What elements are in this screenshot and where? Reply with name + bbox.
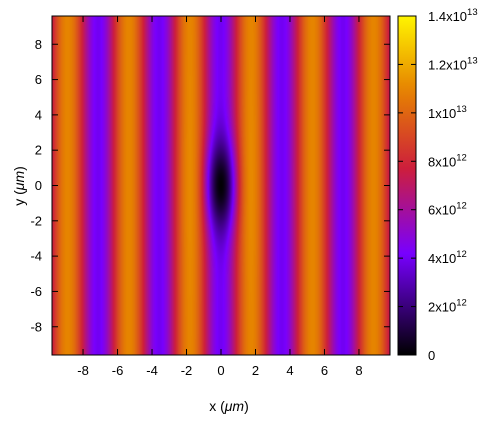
x-axis: -8 -6 -4 -2 0 2 4 6 8	[77, 16, 363, 378]
y-tick-label: -6	[30, 284, 42, 299]
plot-area	[51, 15, 391, 356]
y-tick-label: 0	[35, 178, 42, 193]
colorbar: 0 2x1012 4x1012 6x1012 8x1012 1x1013 1.2x1013 1…	[397, 7, 478, 363]
colorbar-gradient	[397, 15, 417, 356]
colorbar-tick-label: 0	[428, 348, 435, 363]
x-tick-label: -4	[146, 363, 158, 378]
y-tick-label: -2	[30, 213, 42, 228]
colorbar-tick-label: 2x1012	[428, 298, 467, 315]
y-tick-label: 8	[35, 37, 42, 52]
colorbar-tick-label: 1x1013	[428, 104, 467, 121]
colorbar-tick-label: 8x1012	[428, 152, 467, 169]
colorbar-tick-label: 6x1012	[428, 201, 467, 218]
x-axis-label: x (μm)	[209, 398, 249, 414]
colorbar-ticks: 0 2x1012 4x1012 6x1012 8x1012 1x1013 1.2x1013 1…	[398, 7, 478, 363]
colorbar-tick-label: 1.2x1013	[428, 55, 478, 72]
x-tick-label: 6	[321, 363, 328, 378]
x-tick-label: -2	[181, 363, 193, 378]
y-tick-label: 2	[35, 143, 42, 158]
x-tick-label: 4	[286, 363, 293, 378]
y-tick-label: -8	[30, 319, 42, 334]
colorbar-tick-label: 1.4x1013	[428, 7, 478, 24]
heatmap-image	[52, 16, 390, 355]
y-tick-label: 6	[35, 72, 42, 87]
colorbar-tick-label: 4x1012	[428, 249, 467, 266]
y-tick-label: 4	[35, 107, 42, 122]
y-axis-label: y (μm)	[11, 166, 27, 206]
x-tick-label: -8	[77, 363, 89, 378]
x-tick-label: -6	[112, 363, 124, 378]
y-tick-label: -4	[30, 249, 42, 264]
y-axis: -8 -6 -4 -2 0 2 4 6 8	[30, 37, 390, 334]
x-tick-label: 8	[355, 363, 362, 378]
x-tick-label: 2	[252, 363, 259, 378]
x-tick-label: 0	[217, 363, 224, 378]
